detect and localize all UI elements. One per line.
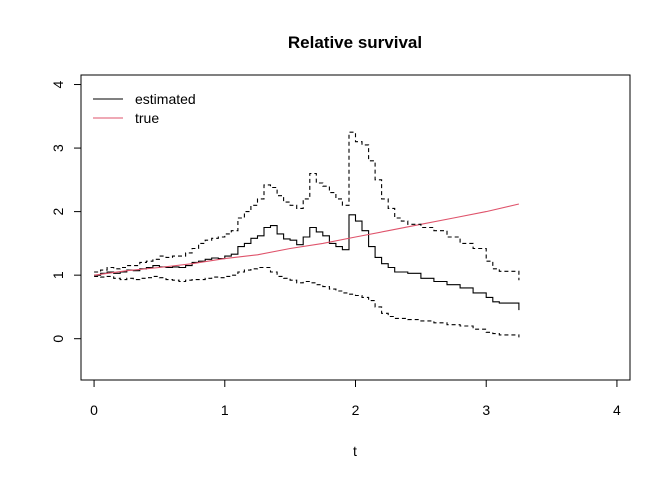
upper-ci-line xyxy=(94,131,520,281)
legend-label-true: true xyxy=(135,110,159,126)
x-axis-label: t xyxy=(353,443,357,459)
y-tick-label: 4 xyxy=(50,80,66,88)
y-tick-label: 1 xyxy=(50,271,66,279)
axes-layer: 0 1 2 3 4 0 1 2 3 4 xyxy=(50,80,621,418)
y-tick-label: 3 xyxy=(50,144,66,152)
y-tick-label: 0 xyxy=(50,335,66,343)
lower-ci-line xyxy=(94,266,520,338)
x-tick-label: 1 xyxy=(221,402,229,418)
legend-label-estimated: estimated xyxy=(135,91,196,107)
x-tick-label: 0 xyxy=(90,402,98,418)
legend: estimated true xyxy=(93,91,196,126)
chart-title: Relative survival xyxy=(288,33,422,52)
y-tick-label: 2 xyxy=(50,208,66,216)
x-tick-label: 4 xyxy=(613,402,621,418)
estimated-line xyxy=(94,214,520,311)
x-tick-label: 2 xyxy=(352,402,360,418)
x-tick-label: 3 xyxy=(482,402,490,418)
true-line xyxy=(94,203,520,276)
series-layer xyxy=(94,131,520,338)
